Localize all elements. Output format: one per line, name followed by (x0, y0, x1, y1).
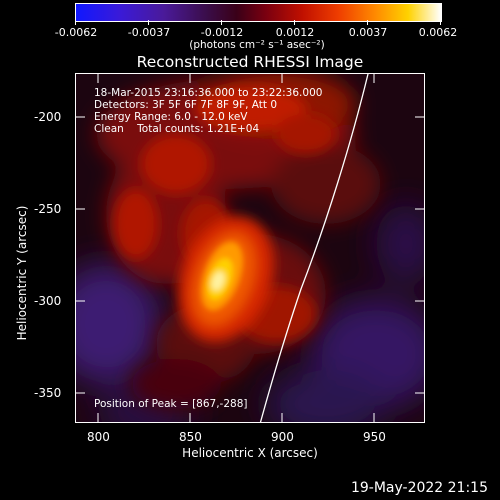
x-tick-label: 950 (363, 430, 386, 444)
annotation-algorithm-counts: Clean Total counts: 1.21E+04 (94, 123, 260, 135)
render-timestamp: 19-May-2022 21:15 (350, 480, 488, 496)
flare-peak (201, 241, 243, 311)
colorbar-tick (75, 20, 76, 25)
colorbar-tick-label: -0.0012 (200, 26, 244, 39)
y-axis-label: Heliocentric Y (arcsec) (15, 205, 29, 341)
colorbar-units: (photons cm⁻² s⁻¹ asec⁻²) (189, 39, 325, 51)
y-tick-label: -350 (34, 386, 62, 400)
colorbar-tick-label: 0.0062 (418, 26, 458, 39)
colorbar-tick (367, 20, 368, 25)
colorbar-tick (294, 20, 295, 25)
image-title: Reconstructed RHESSI Image (136, 53, 364, 71)
x-tick-label: 850 (179, 430, 202, 444)
colorbar-tick (148, 20, 149, 25)
colorbar (75, 3, 442, 22)
y-tick-label: -250 (34, 202, 62, 216)
colorbar-tick (221, 20, 222, 25)
colorbar-tick (440, 20, 441, 25)
x-tick-label: 800 (87, 430, 110, 444)
x-tick-label: 900 (271, 430, 294, 444)
colorbar-tick-label: -0.0062 (54, 26, 98, 39)
y-tick-label: -200 (34, 110, 62, 124)
annotation-time-range: 18-Mar-2015 23:16:36.000 to 23:22:36.000 (94, 87, 323, 99)
negative-regions (76, 204, 424, 422)
annotation-peak-position: Position of Peak = [867,-288] (94, 398, 248, 410)
y-tick-label: -300 (34, 294, 62, 308)
rhessi-image: 18-Mar-2015 23:16:36.000 to 23:22:36.000… (75, 73, 425, 423)
x-axis-label: Heliocentric X (arcsec) (182, 446, 318, 460)
solar-limb-line (259, 74, 369, 422)
colorbar-tick-label: -0.0037 (127, 26, 171, 39)
colorbar-tick-label: 0.0037 (348, 26, 388, 39)
image-canvas (76, 74, 424, 422)
annotation-energy-range: Energy Range: 6.0 - 12.0 keV (94, 111, 248, 123)
colorbar-tick-label: 0.0012 (275, 26, 315, 39)
annotation-detectors: Detectors: 3F 5F 6F 7F 8F 9F, Att 0 (94, 99, 278, 111)
